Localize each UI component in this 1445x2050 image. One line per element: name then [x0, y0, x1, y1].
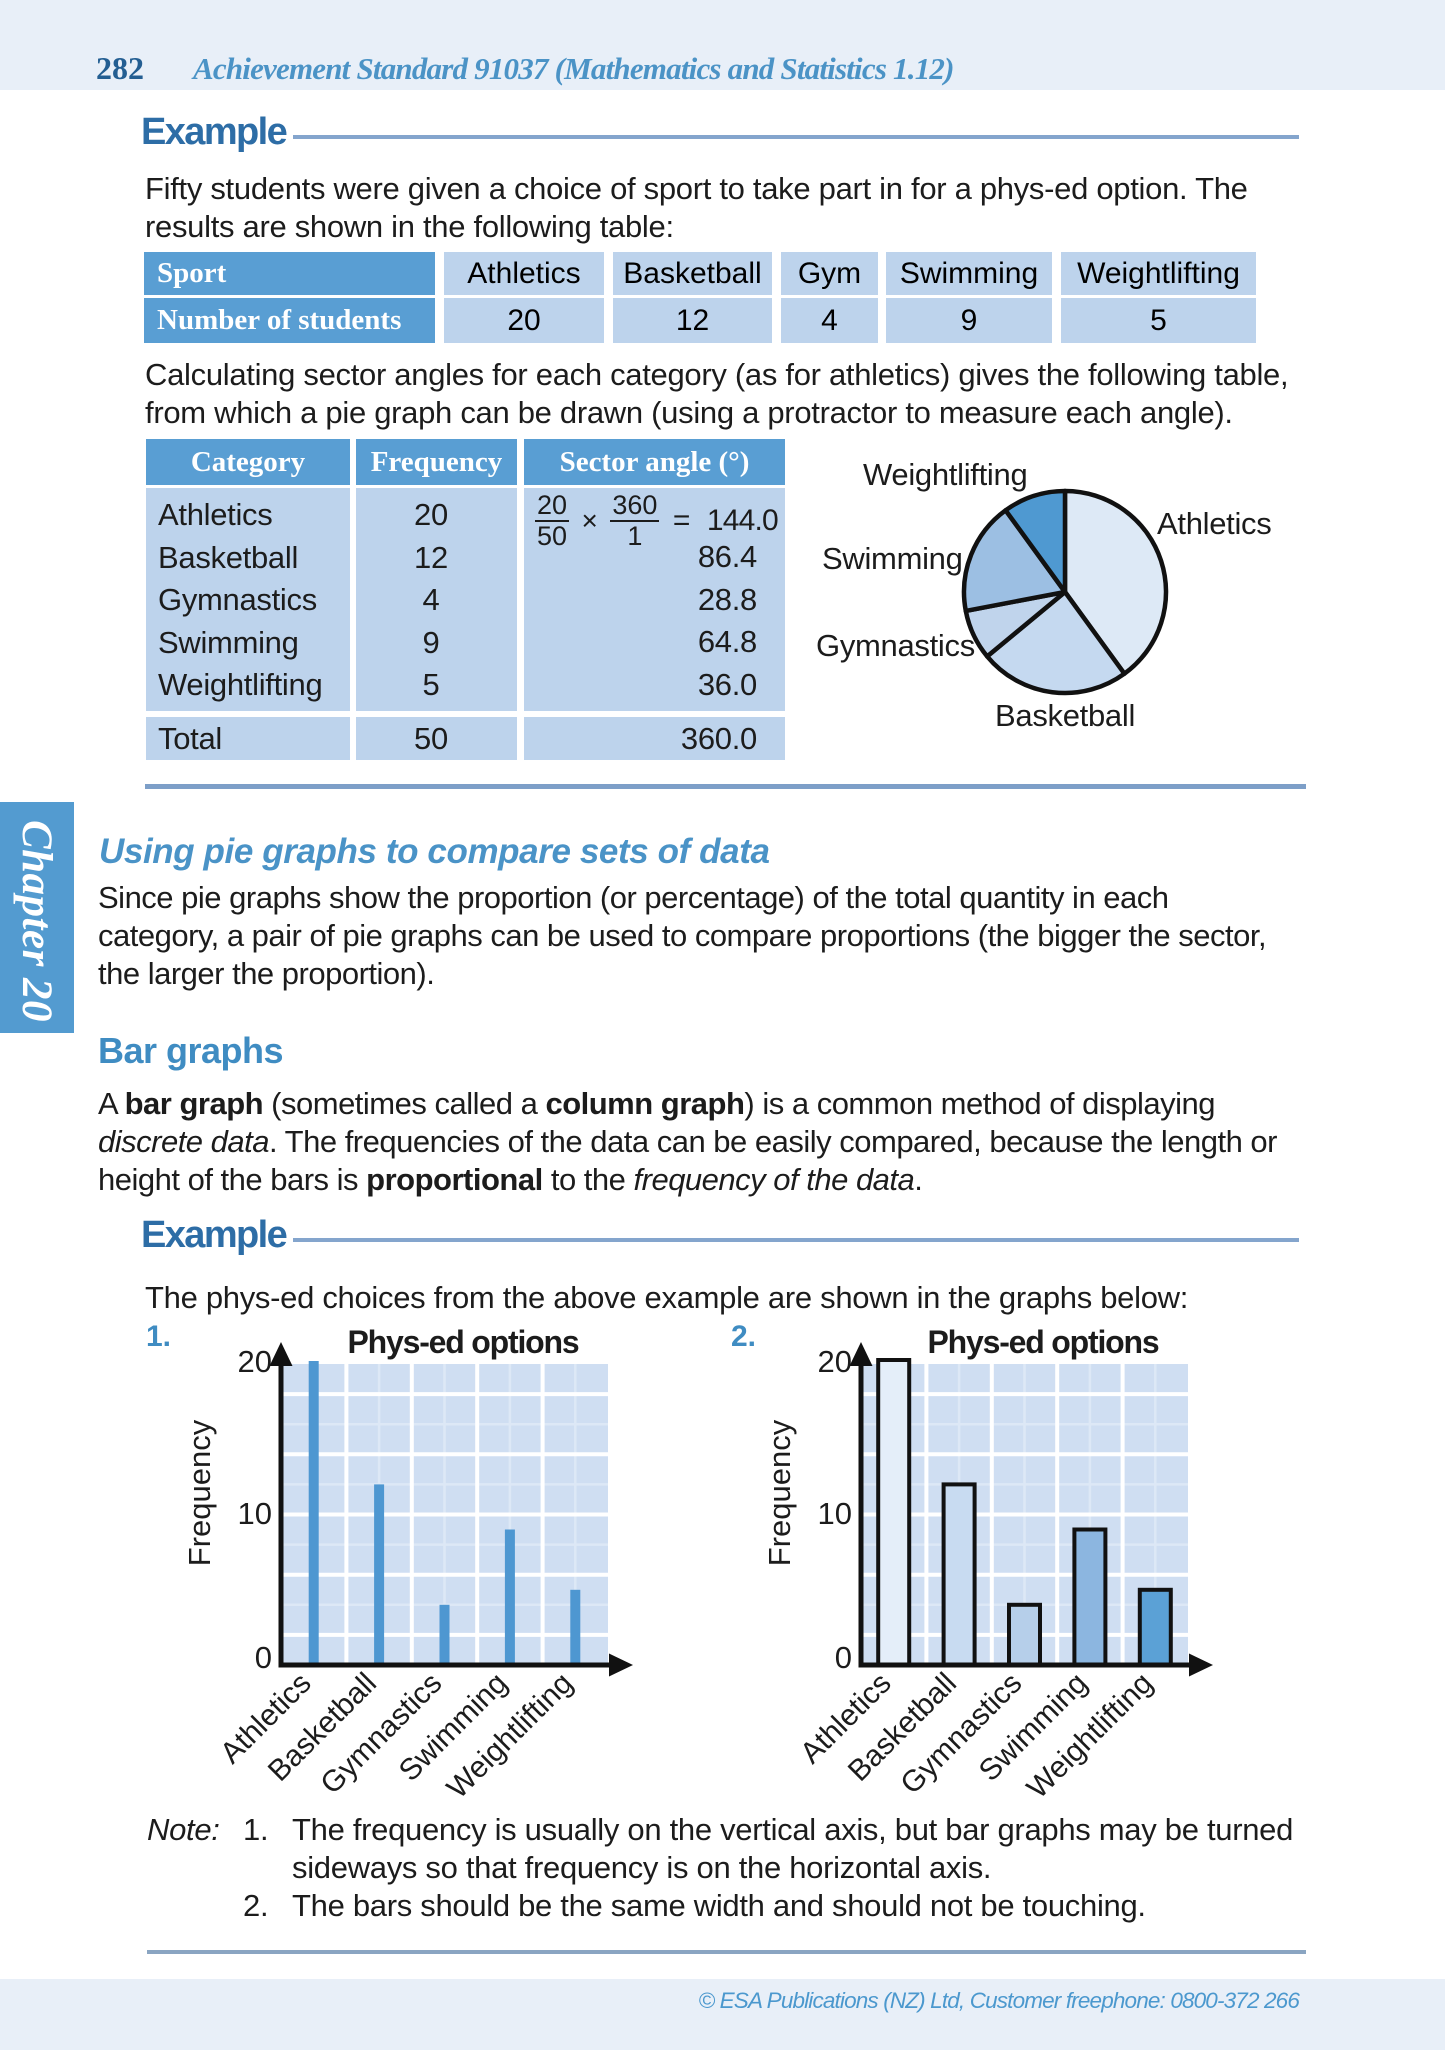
svg-text:20: 20	[238, 1344, 272, 1379]
svg-text:0: 0	[255, 1640, 272, 1675]
svg-text:0: 0	[835, 1640, 852, 1675]
svg-text:Frequency: Frequency	[762, 1419, 797, 1566]
svg-text:Phys-ed options: Phys-ed options	[348, 1324, 579, 1360]
svg-text:20: 20	[818, 1344, 852, 1379]
svg-text:10: 10	[818, 1496, 852, 1531]
svg-text:Phys-ed options: Phys-ed options	[928, 1324, 1159, 1360]
svg-text:Frequency: Frequency	[182, 1419, 217, 1566]
svg-text:10: 10	[238, 1496, 272, 1531]
